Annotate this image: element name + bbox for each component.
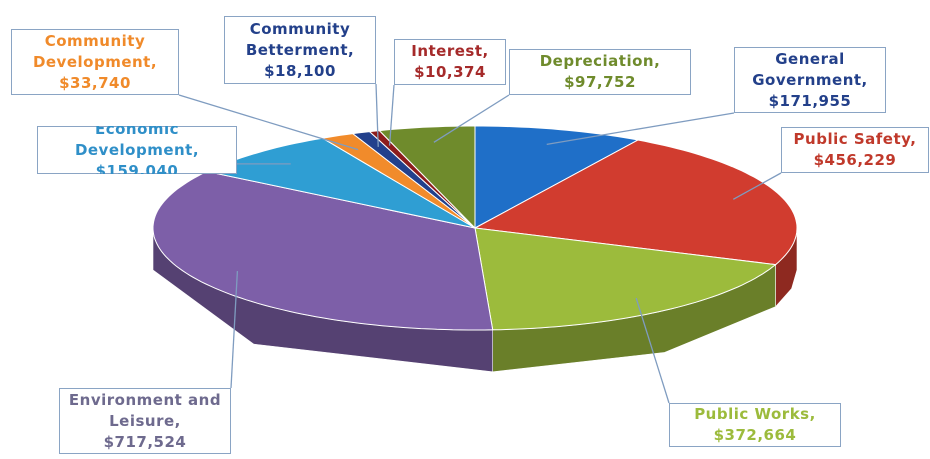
category-label: Interest, [411, 42, 489, 60]
value-label: $33,740 [59, 73, 131, 92]
category-label: Community Development, [32, 31, 158, 71]
value-label: $456,229 [813, 151, 897, 169]
leader-line [178, 94, 359, 151]
category-label: Public Works, [694, 405, 816, 423]
label-box: Community Development, $33,740 [11, 29, 179, 95]
label-box: Economic Development, $159,040 [37, 126, 237, 174]
label-box: Public Works, $372,664 [669, 403, 841, 447]
data-label: Public Works, $372,664 [669, 403, 841, 447]
label-box: General Government, $171,955 [734, 47, 886, 113]
value-label: $372,664 [713, 426, 797, 444]
leader-line [230, 270, 239, 389]
category-label: General Government, [752, 49, 868, 89]
label-box: Public Safety, $456,229 [781, 127, 929, 173]
leader-line [635, 297, 670, 404]
slice [321, 133, 476, 229]
data-label: Community Betterment, $18,100 [224, 16, 376, 84]
leader-line [388, 84, 395, 146]
label-box: Community Betterment, $18,100 [224, 16, 376, 84]
data-label: Depreciation, $97,752 [509, 49, 691, 95]
category-label: Community Betterment, [245, 19, 355, 59]
slice [474, 125, 640, 229]
category-label: Environment and Leisure, [68, 390, 222, 430]
category-label: Depreciation, [539, 52, 661, 70]
leader-line [732, 172, 782, 200]
leader-line [546, 112, 735, 145]
value-label: $171,955 [768, 91, 852, 110]
label-box: Depreciation, $97,752 [509, 49, 691, 95]
value-label: $97,752 [564, 73, 636, 91]
value-label: $10,374 [414, 63, 486, 81]
slice [152, 170, 494, 331]
data-label: Community Development, $33,740 [11, 29, 179, 95]
leader-line [375, 83, 379, 147]
leader-line [433, 94, 510, 143]
data-label: Environment and Leisure, $717,524 [59, 388, 231, 454]
category-label: Public Safety, [793, 130, 917, 148]
category-label: Economic Development, [74, 126, 200, 159]
slice [474, 227, 777, 331]
data-label: Interest, $10,374 [394, 39, 506, 85]
label-box: Environment and Leisure, $717,524 [59, 388, 231, 454]
value-label: $717,524 [103, 432, 187, 451]
data-label: Economic Development, $159,040 [37, 126, 237, 174]
slice [473, 139, 798, 266]
data-label: General Government, $171,955 [734, 47, 886, 113]
value-label: $159,040 [95, 161, 179, 175]
value-label: $18,100 [264, 61, 336, 80]
label-box: Interest, $10,374 [394, 39, 506, 85]
data-label: Public Safety, $456,229 [781, 127, 929, 173]
